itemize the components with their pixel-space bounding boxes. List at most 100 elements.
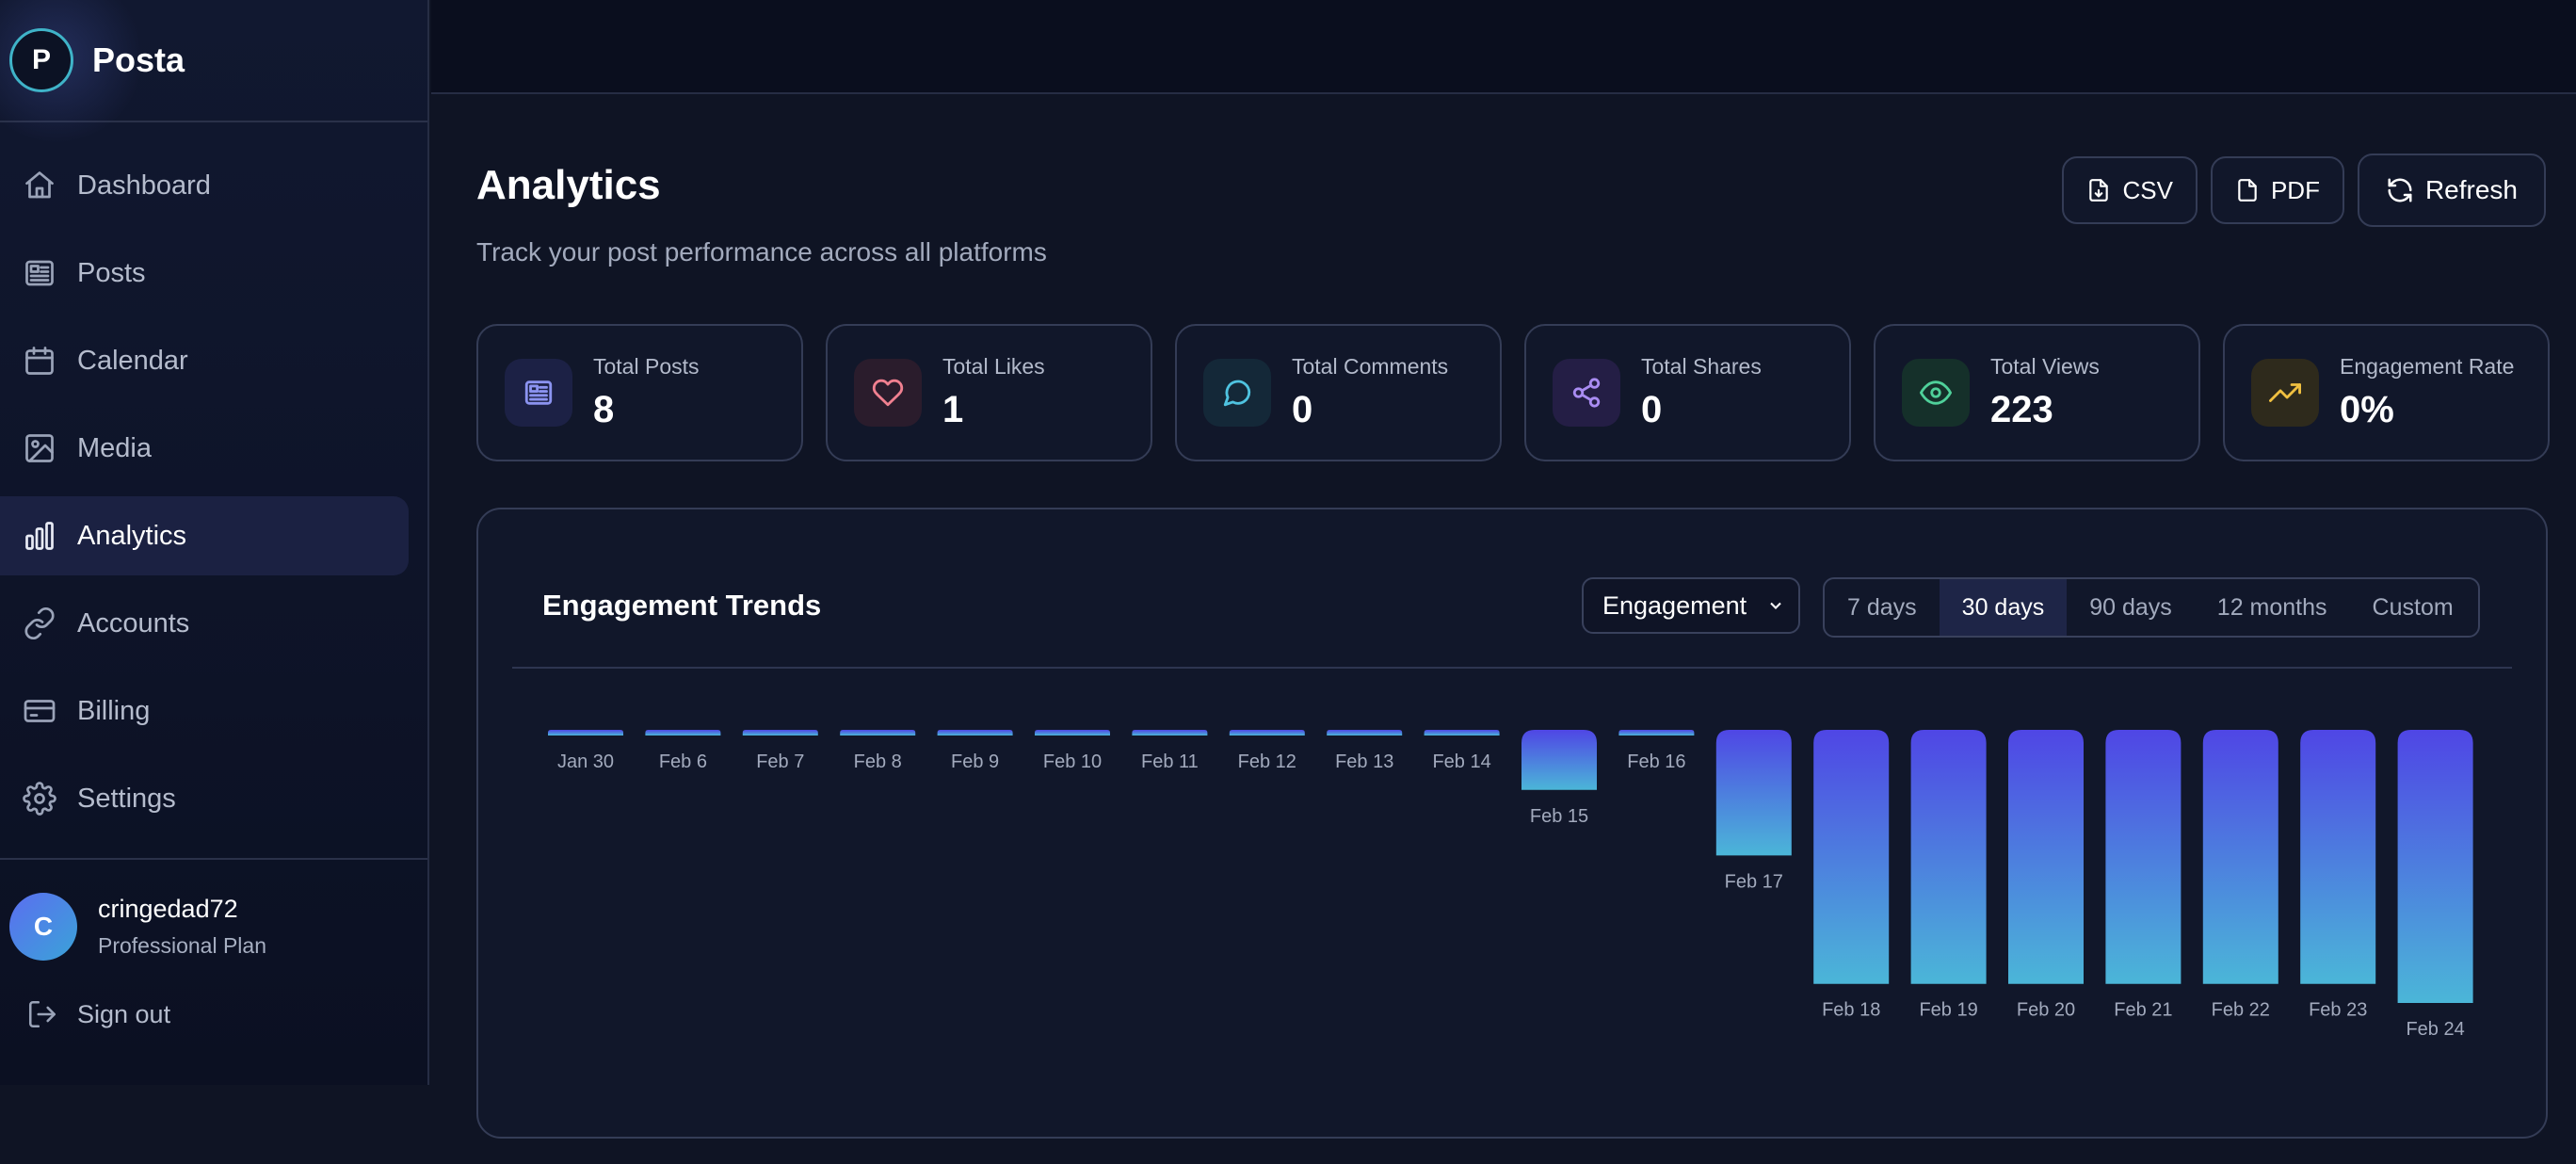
x-tick-label: Feb 22	[2212, 1000, 2270, 1021]
sidebar-item-dashboard[interactable]: Dashboard	[0, 146, 409, 225]
range-selector: 7 days 30 days 90 days 12 months Custom	[1823, 577, 2480, 638]
x-tick-label: Feb 6	[659, 752, 707, 772]
stat-card-engagement-rate: Engagement Rate 0%	[2223, 324, 2550, 461]
image-icon	[25, 434, 54, 462]
stat-value: 223	[1990, 389, 2053, 430]
sidebar-item-label: Accounts	[77, 607, 190, 639]
export-pdf-button[interactable]: PDF	[2210, 156, 2344, 224]
top-bar	[431, 0, 2576, 94]
stat-card-total-views: Total Views 223	[1874, 324, 2200, 461]
chart-bar[interactable]	[1132, 730, 1208, 736]
user-plan: Professional Plan	[98, 933, 266, 958]
chart-bar[interactable]	[2300, 730, 2376, 984]
x-tick-label: Feb 13	[1335, 752, 1393, 772]
x-tick-label: Feb 11	[1141, 752, 1199, 772]
sidebar-divider	[0, 858, 427, 860]
chart-divider	[512, 667, 2512, 669]
user-info: cringedad72 Professional Plan	[98, 895, 266, 959]
chart-bar[interactable]	[937, 730, 1013, 736]
sidebar-item-calendar[interactable]: Calendar	[0, 321, 409, 400]
x-tick-label: Feb 12	[1238, 752, 1296, 772]
sidebar-item-analytics[interactable]: Analytics	[0, 496, 409, 575]
stats-row: Total Posts 8 Total Likes 1 Total Commen…	[476, 324, 2550, 461]
user-profile[interactable]: C cringedad72 Professional Plan	[9, 893, 266, 961]
brand[interactable]: P Posta	[0, 0, 427, 151]
x-tick-label: Feb 10	[1043, 752, 1102, 772]
stat-value: 8	[593, 389, 615, 430]
refresh-button[interactable]: Refresh	[2357, 154, 2546, 227]
chart-bar[interactable]	[1035, 730, 1110, 736]
export-csv-label: CSV	[2122, 175, 2173, 204]
chart-bar[interactable]	[2202, 730, 2278, 984]
newspaper-icon	[524, 380, 553, 405]
x-tick-label: Feb 17	[1725, 871, 1783, 892]
stat-text: Total Views 223	[1990, 354, 2100, 431]
sidebar-item-accounts[interactable]: Accounts	[0, 584, 409, 663]
range-30-days[interactable]: 30 days	[1939, 579, 2068, 636]
gear-icon	[23, 782, 56, 816]
stat-text: Total Comments 0	[1292, 354, 1448, 431]
sign-out-button[interactable]: Sign out	[26, 998, 170, 1030]
newspaper-icon	[25, 260, 54, 286]
stat-label: Total Likes	[942, 354, 1045, 379]
brand-name: Posta	[92, 40, 185, 79]
engagement-bar-chart: Jan 30 Feb 6 Feb 7 Feb 8 Feb 9 Feb 10 Feb 11 Fe…	[548, 730, 2473, 1040]
sidebar-item-settings[interactable]: Settings	[0, 759, 409, 838]
engagement-trends-card: Engagement Trends Engagement 7 days 30 d…	[476, 508, 2548, 1139]
chart-bar[interactable]	[742, 730, 818, 736]
logout-icon	[28, 1000, 56, 1028]
chart-bar[interactable]	[2397, 730, 2473, 1003]
stat-label: Total Comments	[1292, 354, 1449, 379]
stat-text: Engagement Rate 0%	[2340, 354, 2514, 431]
sidebar-item-label: Media	[77, 432, 152, 463]
stat-value: 0%	[2340, 389, 2394, 430]
stat-text: Total Shares 0	[1641, 354, 1762, 431]
chart-bar[interactable]	[1910, 730, 1987, 984]
chart-bar[interactable]	[2008, 730, 2084, 984]
metric-select[interactable]: Engagement	[1582, 577, 1800, 634]
stat-icon-wrap	[1553, 359, 1620, 427]
sidebar-item-posts[interactable]: Posts	[0, 234, 409, 313]
x-tick-label: Feb 18	[1822, 1000, 1880, 1021]
range-90-days[interactable]: 90 days	[2089, 593, 2172, 621]
chart-bar[interactable]	[1813, 730, 1890, 984]
sidebar-item-billing[interactable]: Billing	[0, 671, 409, 751]
export-csv-button[interactable]: CSV	[2062, 156, 2198, 224]
stat-text: Total Likes 1	[942, 354, 1045, 431]
range-12-months[interactable]: 12 months	[2216, 593, 2327, 621]
range-7-days[interactable]: 7 days	[1847, 593, 1917, 621]
page-subtitle: Track your post performance across all p…	[476, 237, 1047, 267]
page-actions: CSV PDF Refresh	[2062, 154, 2546, 227]
trending-up-icon	[2269, 383, 2301, 402]
chart-bar[interactable]	[548, 730, 623, 736]
chart-bar[interactable]	[1229, 730, 1305, 736]
chart-bar[interactable]	[1327, 730, 1403, 736]
sidebar-item-label: Dashboard	[77, 170, 211, 201]
range-custom[interactable]: Custom	[2372, 593, 2454, 621]
stat-icon-wrap	[1902, 359, 1970, 427]
x-tick-label: Feb 7	[756, 752, 804, 772]
share-icon	[1572, 378, 1601, 408]
eye-icon	[1920, 380, 1952, 405]
sidebar-item-media[interactable]: Media	[0, 409, 409, 488]
x-tick-label: Feb 23	[2309, 1000, 2367, 1021]
stat-icon-wrap	[2251, 359, 2319, 427]
chart-bar[interactable]	[2105, 730, 2182, 984]
stat-icon-wrap	[505, 359, 572, 427]
sidebar-item-label: Billing	[77, 695, 151, 726]
chart-bar[interactable]	[1618, 730, 1695, 736]
chart-bar[interactable]	[645, 730, 721, 736]
stat-value: 0	[1641, 389, 1663, 430]
x-tick-label: Feb 8	[854, 752, 902, 772]
metric-select-value: Engagement	[1602, 590, 1747, 620]
chart-title: Engagement Trends	[542, 589, 822, 622]
x-tick-label: Feb 16	[1627, 752, 1685, 772]
chart-bar[interactable]	[840, 730, 916, 736]
chart-bar[interactable]	[1715, 730, 1792, 856]
chart-bar[interactable]	[1424, 730, 1500, 736]
chart-bar[interactable]	[1521, 730, 1597, 790]
file-download-icon	[2089, 179, 2109, 202]
heart-icon	[872, 379, 904, 407]
file-icon	[2238, 179, 2257, 202]
sidebar-nav: Dashboard Posts Calendar Media Analytics…	[0, 122, 427, 838]
